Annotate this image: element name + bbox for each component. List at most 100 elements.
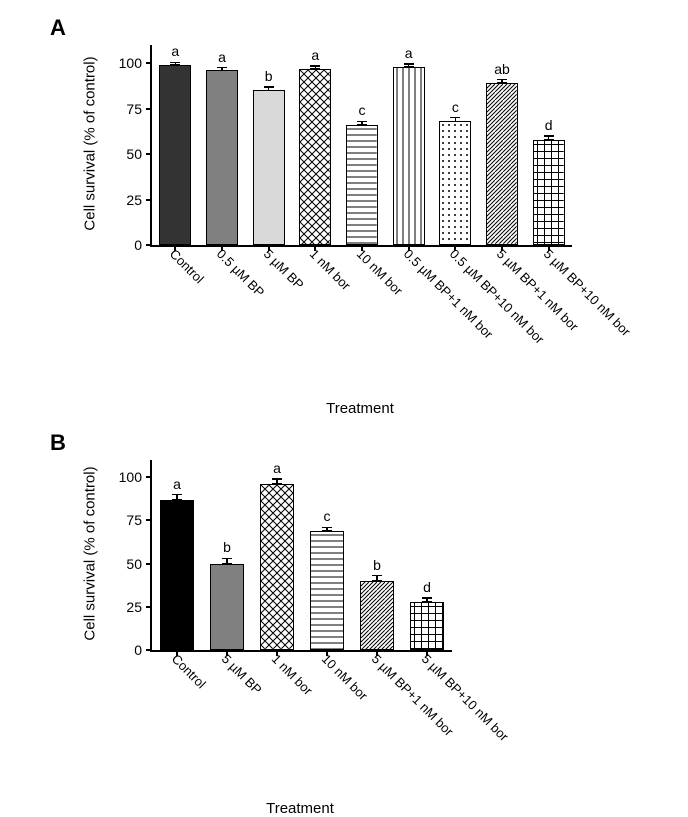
y-tick	[146, 649, 152, 651]
y-tick	[146, 606, 152, 608]
panel-a-ylabel: Cell survival (% of control)	[82, 44, 99, 244]
significance-label: c	[452, 99, 459, 115]
panel-a-plot-area: 0255075100aControla0.5 µM BPb5 µM BPa1 n…	[150, 45, 572, 247]
y-tick-label: 100	[119, 55, 142, 71]
y-tick-label: 50	[126, 146, 142, 162]
significance-label: b	[223, 539, 231, 555]
x-tick-label: Control	[167, 246, 207, 286]
error-cap	[272, 478, 282, 480]
y-tick-label: 50	[126, 556, 142, 572]
error-cap	[172, 494, 182, 496]
significance-label: a	[171, 43, 179, 59]
error-cap	[422, 597, 432, 599]
bar	[533, 140, 565, 245]
bar	[346, 125, 378, 245]
error-cap	[404, 63, 414, 65]
error-cap	[497, 79, 507, 81]
error-cap-lower	[272, 483, 282, 485]
error-cap	[217, 67, 227, 69]
y-tick-label: 25	[126, 192, 142, 208]
bar	[486, 83, 518, 245]
error-cap-lower	[310, 68, 320, 70]
x-tick-label: 5 µM BP+10 nM bor	[419, 651, 512, 744]
y-tick-label: 100	[119, 469, 142, 485]
error-cap-lower	[217, 70, 227, 72]
bar	[160, 500, 194, 650]
error-cap-lower	[404, 66, 414, 68]
x-tick-label: 0.5 µM BP+1 nM bor	[400, 246, 495, 341]
error-cap	[372, 575, 382, 577]
error-cap	[357, 121, 367, 123]
error-cap-lower	[172, 499, 182, 501]
error-cap	[170, 62, 180, 64]
significance-label: b	[265, 68, 273, 84]
bar	[360, 581, 394, 650]
error-cap-lower	[372, 580, 382, 582]
x-tick-label: 5 µM BP	[260, 246, 306, 292]
error-cap-lower	[222, 563, 232, 565]
significance-label: d	[423, 579, 431, 595]
figure: A Cell survival (% of control) 025507510…	[0, 0, 688, 817]
bar	[439, 121, 471, 245]
x-tick-label: 5 µM BP+1 nM bor	[494, 246, 582, 334]
significance-label: a	[173, 476, 181, 492]
panel-b-chart: Cell survival (% of control) 0255075100a…	[50, 430, 550, 810]
error-cap	[322, 527, 332, 529]
bar	[206, 70, 238, 245]
significance-label: c	[324, 508, 331, 524]
y-tick-label: 25	[126, 599, 142, 615]
bar	[210, 564, 244, 650]
x-tick-label: 10 nM bor	[354, 246, 406, 298]
panel-b-plot-area: 0255075100aControlb5 µM BPa1 nM borc10 n…	[150, 460, 452, 652]
error-cap-lower	[322, 530, 332, 532]
panel-a-xlabel: Treatment	[326, 400, 394, 417]
error-cap-lower	[497, 82, 507, 84]
bar	[253, 90, 285, 245]
x-tick-label: 10 nM bor	[319, 651, 371, 703]
error-cap-lower	[544, 139, 554, 141]
error-cap-lower	[170, 64, 180, 66]
error-cap	[450, 117, 460, 119]
y-tick-label: 75	[126, 101, 142, 117]
y-tick	[146, 62, 152, 64]
y-tick	[146, 244, 152, 246]
y-tick	[146, 199, 152, 201]
error-cap	[222, 558, 232, 560]
bar	[393, 67, 425, 245]
bar	[310, 531, 344, 650]
significance-label: ab	[494, 61, 510, 77]
significance-label: b	[373, 557, 381, 573]
y-tick-label: 75	[126, 512, 142, 528]
x-tick-label: Control	[169, 651, 209, 691]
bar	[410, 602, 444, 650]
panel-b-xlabel: Treatment	[266, 800, 334, 817]
error-cap-lower	[450, 121, 460, 123]
significance-label: c	[359, 102, 366, 118]
panel-a-chart: Cell survival (% of control) 0255075100a…	[50, 15, 610, 415]
error-cap-lower	[357, 124, 367, 126]
significance-label: a	[311, 47, 319, 63]
y-tick	[146, 563, 152, 565]
error-cap-lower	[264, 90, 274, 92]
x-tick-label: 1 nM bor	[269, 651, 316, 698]
x-tick-label: 5 µM BP+10 nM bor	[540, 246, 633, 339]
y-tick	[146, 153, 152, 155]
y-tick	[146, 519, 152, 521]
x-tick-label: 0.5 µM BP	[214, 246, 268, 300]
significance-label: d	[545, 117, 553, 133]
y-tick	[146, 108, 152, 110]
error-cap	[264, 86, 274, 88]
error-cap	[310, 65, 320, 67]
error-cap	[544, 135, 554, 137]
y-tick-label: 0	[134, 642, 142, 658]
y-tick	[146, 476, 152, 478]
significance-label: a	[273, 460, 281, 476]
y-tick-label: 0	[134, 237, 142, 253]
bar	[159, 65, 191, 245]
significance-label: a	[405, 45, 413, 61]
significance-label: a	[218, 49, 226, 65]
bar	[260, 484, 294, 650]
x-tick-label: 1 nM bor	[307, 246, 354, 293]
panel-b-ylabel: Cell survival (% of control)	[82, 454, 99, 654]
x-tick-label: 5 µM BP	[219, 651, 265, 697]
